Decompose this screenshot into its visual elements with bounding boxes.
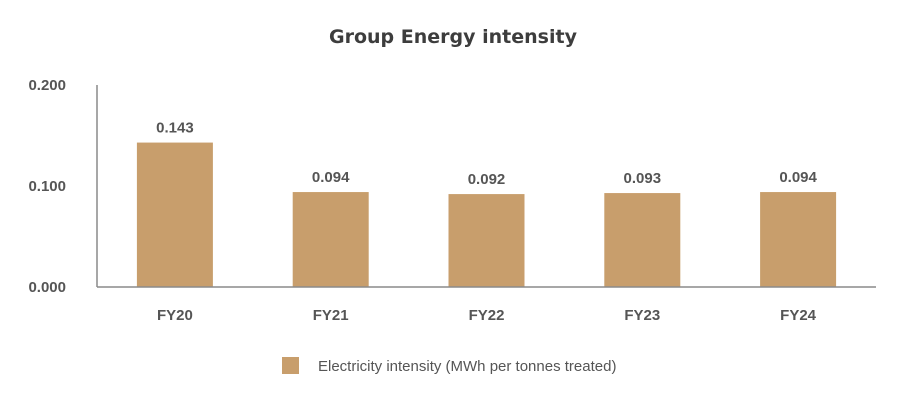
data-label: 0.092 bbox=[468, 171, 506, 188]
bars-group bbox=[136, 142, 837, 287]
legend: Electricity intensity (MWh per tonnes tr… bbox=[282, 357, 616, 375]
chart-title: Group Energy intensity bbox=[329, 26, 578, 48]
legend-swatch bbox=[282, 357, 299, 374]
y-tick-label: 0.200 bbox=[28, 77, 66, 94]
y-tick-label: 0.100 bbox=[28, 178, 66, 195]
data-label: 0.143 bbox=[156, 120, 194, 137]
data-label: 0.093 bbox=[624, 170, 662, 187]
data-label: 0.094 bbox=[312, 169, 350, 186]
legend-label: Electricity intensity (MWh per tonnes tr… bbox=[318, 358, 616, 375]
y-tick-label: 0.000 bbox=[28, 279, 66, 296]
bar-fy22 bbox=[448, 194, 525, 287]
x-tick-label: FY21 bbox=[313, 307, 349, 324]
x-axis-ticks: FY20 FY21 FY22 FY23 FY24 bbox=[157, 307, 817, 324]
bar-fy23 bbox=[604, 193, 681, 287]
x-tick-label: FY24 bbox=[780, 307, 817, 324]
x-tick-label: FY20 bbox=[157, 307, 193, 324]
data-labels-group: 0.143 0.094 0.092 0.093 0.094 bbox=[156, 120, 817, 189]
bar-fy21 bbox=[292, 192, 369, 287]
x-tick-label: FY22 bbox=[469, 307, 505, 324]
bar-fy20 bbox=[136, 142, 213, 287]
y-axis-ticks: 0.000 0.100 0.200 bbox=[28, 77, 66, 296]
data-label: 0.094 bbox=[779, 169, 817, 186]
bar-fy24 bbox=[760, 192, 837, 287]
x-tick-label: FY23 bbox=[624, 307, 660, 324]
